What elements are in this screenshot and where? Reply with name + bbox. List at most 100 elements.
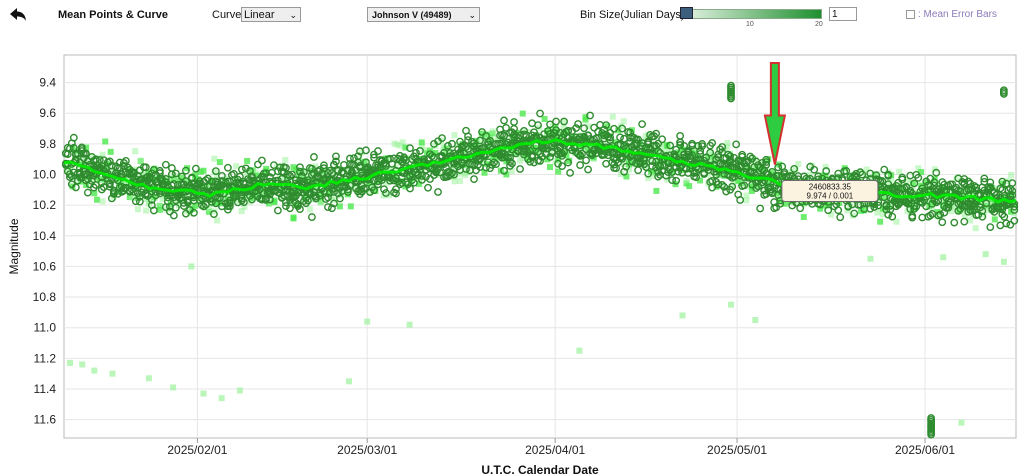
observation-point [676,141,685,149]
observation-point [215,194,224,203]
observation-point [1006,220,1015,229]
observation-point [161,178,170,187]
observation-point [446,171,454,179]
binned-mean-point [909,180,916,187]
binned-mean-point [912,204,919,211]
mean-error-bars-checkbox[interactable] [906,9,915,19]
binned-mean-point [555,156,562,163]
observation-point [940,208,949,217]
observation-point [374,147,382,155]
observation-point [406,144,414,153]
observation-point [560,117,568,126]
observation-point [606,129,614,137]
observation-point [500,166,508,175]
observation-point [97,178,106,187]
binned-mean-point [358,149,365,156]
outlier-point [170,384,177,391]
observation-point [304,178,312,187]
binned-mean-point [795,160,802,167]
binned-mean-point [454,141,461,148]
binned-mean-point [216,199,223,206]
binned-mean-point [372,188,379,195]
binned-mean-point [481,169,488,176]
y-tick-label: 11.6 [34,413,57,427]
observation-point [696,149,705,158]
observation-point [328,204,336,213]
y-tick-label: 11.2 [34,351,57,365]
observation-point [718,180,727,189]
observation-point [654,172,663,181]
binned-mean-point [456,177,463,184]
binned-mean-point [211,169,218,176]
observation-point [147,195,156,204]
curve-select[interactable]: Linear ⌄ [241,7,301,22]
observation-point [1008,179,1017,188]
observation-point [742,158,751,167]
binned-mean-point [904,176,911,183]
observation-point [616,133,625,142]
observation-point [914,173,923,182]
binned-mean-point [350,185,357,192]
observation-point [286,204,294,213]
observation-point [858,170,867,179]
observation-point [448,169,456,177]
observation-point [462,143,470,151]
observation-point [324,203,332,211]
observation-point [181,166,190,175]
observation-point [266,195,274,204]
binned-mean-point [560,124,567,131]
binned-mean-point [800,214,807,221]
observation-point [999,90,1008,98]
observation-point [502,152,510,160]
y-tick-label: 9.4 [39,76,56,90]
observation-point [727,94,735,103]
observation-point [422,172,430,181]
observation-point [762,158,771,166]
observation-point [740,181,749,190]
binned-mean-point [773,190,780,197]
binned-mean-point [134,173,141,180]
bin-size-slider[interactable] [680,9,822,19]
outlier-point [728,301,735,308]
observation-point [582,145,590,154]
binned-mean-point [137,157,144,164]
bin-size-label: Bin Size(Julian Days): [580,9,688,21]
observation-point [746,152,755,161]
y-axis-label: Magnitude [7,218,21,274]
mean-error-bars-toggle[interactable]: : Mean Error Bars [906,9,997,20]
observation-point [344,185,352,194]
observation-point [506,157,514,166]
bin-size-slider-handle[interactable] [680,7,693,19]
observation-point [762,160,771,169]
back-arrow-icon[interactable] [8,6,28,24]
binned-mean-point [140,169,147,176]
observation-point [416,146,424,155]
binned-mean-point [623,151,630,158]
observation-point [774,163,783,172]
binned-mean-point [926,181,933,188]
binned-mean-point [421,147,428,154]
observation-point [722,187,731,196]
observation-point [258,195,266,204]
observation-point [672,176,681,185]
x-tick-label: 2025/04/01 [525,443,585,457]
observation-point [149,206,158,215]
band-select[interactable]: Johnson V (49489) ⌄ [367,7,480,22]
binned-mean-point [91,190,98,197]
binned-mean-point [451,178,458,185]
observation-point [586,111,594,120]
observation-point [874,201,883,210]
bin-size-input[interactable]: 1 [829,7,857,21]
observation-point [324,193,332,202]
observation-point [300,168,308,177]
observation-point [814,172,823,181]
curve-label: Curve: [212,9,245,21]
binned-mean-point [214,217,221,224]
binned-mean-point [937,191,944,198]
binned-mean-point [181,189,188,196]
binned-mean-point [416,180,423,187]
observation-point [754,182,763,191]
observation-point [105,157,114,166]
observation-point [211,167,220,176]
binned-mean-point [418,143,425,150]
